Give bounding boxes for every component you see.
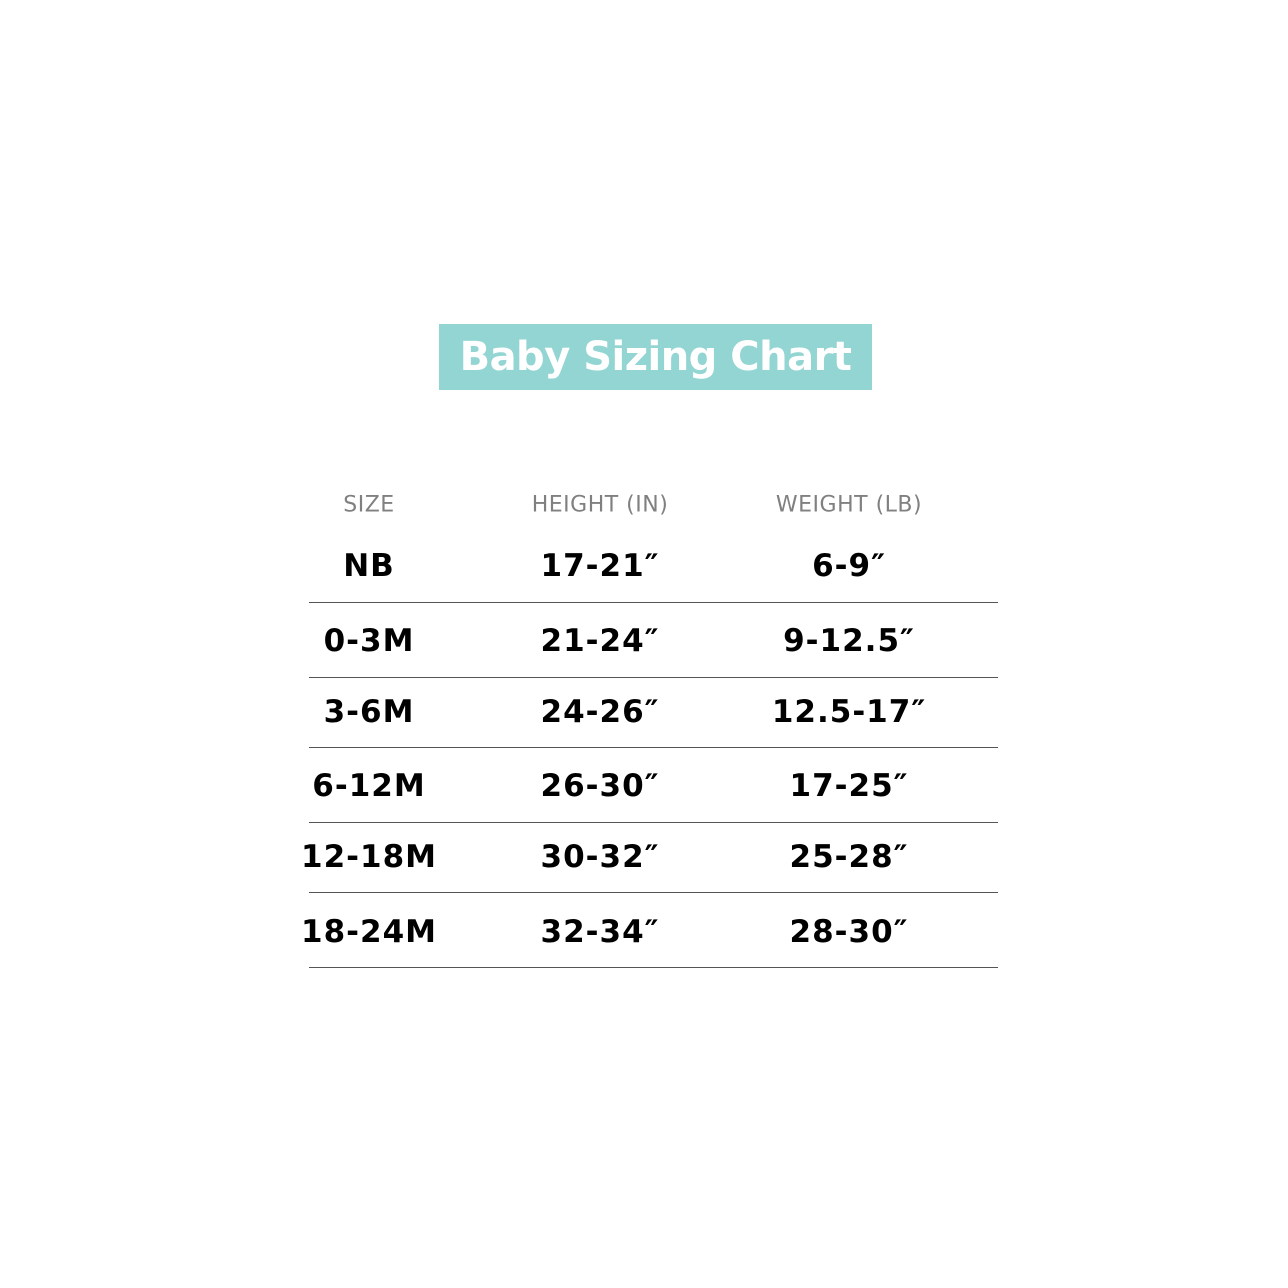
- cell-weight: 9-12.5″: [783, 623, 915, 659]
- cell-size: 18-24M: [301, 914, 437, 950]
- row-divider: [309, 822, 998, 823]
- cell-weight: 28-30″: [789, 914, 909, 950]
- column-header-weight: WEIGHT (LB): [775, 492, 923, 518]
- cell-size: NB: [343, 548, 395, 584]
- row-divider: [309, 677, 998, 678]
- chart-title: Baby Sizing Chart: [439, 324, 872, 390]
- cell-height: 30-32″: [540, 839, 660, 875]
- cell-weight: 12.5-17″: [771, 694, 927, 730]
- cell-size: 12-18M: [301, 839, 437, 875]
- row-divider: [309, 747, 998, 748]
- row-divider: [309, 967, 998, 968]
- cell-height: 26-30″: [540, 768, 660, 804]
- cell-weight: 17-25″: [789, 768, 909, 804]
- column-header-height: HEIGHT (IN): [531, 492, 669, 518]
- cell-size: 6-12M: [312, 768, 426, 804]
- cell-height: 17-21″: [540, 548, 660, 584]
- cell-height: 32-34″: [540, 914, 660, 950]
- cell-size: 0-3M: [323, 623, 415, 659]
- cell-height: 24-26″: [540, 694, 660, 730]
- row-divider: [309, 892, 998, 893]
- cell-weight: 6-9″: [812, 548, 886, 584]
- cell-size: 3-6M: [323, 694, 415, 730]
- column-header-size: SIZE: [343, 492, 395, 518]
- cell-height: 21-24″: [540, 623, 660, 659]
- row-divider: [309, 602, 998, 603]
- cell-weight: 25-28″: [789, 839, 909, 875]
